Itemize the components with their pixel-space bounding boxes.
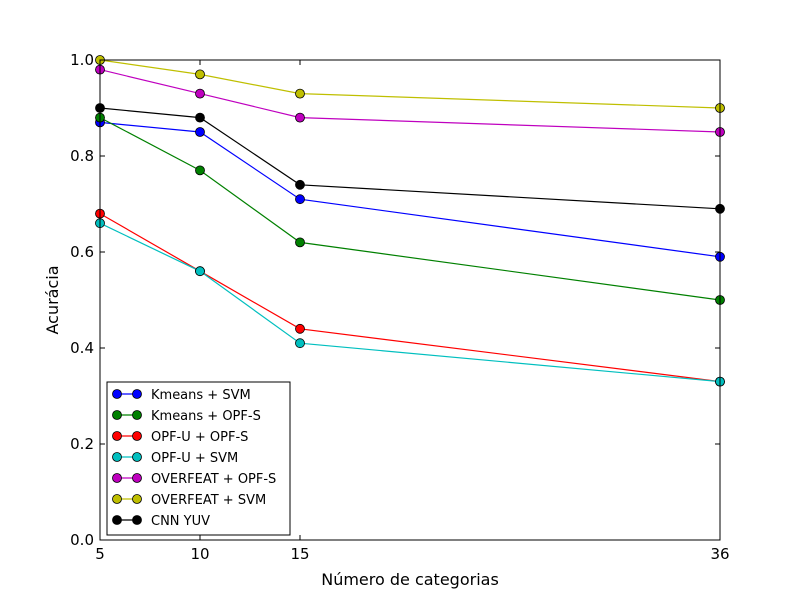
legend-marker <box>132 494 142 504</box>
series-line-3 <box>99 222 721 383</box>
legend-label: Kmeans + OPF-S <box>151 409 261 424</box>
y-tick-label: 1.0 <box>70 51 94 69</box>
data-point-4-2 <box>295 112 305 123</box>
x-axis-label: Número de categorias <box>321 570 499 589</box>
legend-label: OPF-U + SVM <box>151 451 238 466</box>
legend-marker <box>112 431 122 441</box>
legend-marker <box>132 389 142 399</box>
y-tick-label: 0.6 <box>70 243 94 261</box>
data-point-0-2 <box>295 194 305 205</box>
legend-marker <box>132 431 142 441</box>
legend-label: Kmeans + SVM <box>151 388 251 403</box>
legend-marker <box>112 473 122 483</box>
legend: Kmeans + SVM Kmeans + OPF-S OPF-U + OPF-S O… <box>106 381 291 536</box>
legend-marker <box>132 410 142 420</box>
series-line-4 <box>99 69 721 133</box>
legend-label: OVERFEAT + SVM <box>151 493 266 508</box>
legend-marker <box>132 473 142 483</box>
y-tick-label: 0.8 <box>70 147 94 165</box>
data-point-4-1 <box>195 88 205 99</box>
x-tick-label: 36 <box>710 545 729 563</box>
x-tick-label: 15 <box>290 545 309 563</box>
series-line-6 <box>99 107 721 210</box>
legend-marker <box>112 410 122 420</box>
series-line-1 <box>99 117 721 301</box>
data-point-0-1 <box>195 127 205 137</box>
legend-marker <box>132 515 142 525</box>
data-point-6-2 <box>295 179 305 190</box>
legend-label: OPF-U + OPF-S <box>151 430 248 445</box>
data-point-3-1 <box>195 266 205 277</box>
data-point-5-2 <box>295 88 305 99</box>
legend-label: OVERFEAT + OPF-S <box>151 472 276 487</box>
y-tick-label: 0.4 <box>70 339 94 357</box>
legend-marker <box>112 452 122 462</box>
data-point-1-1 <box>195 165 205 176</box>
series-line-0 <box>99 121 721 258</box>
legend-marker <box>112 494 122 504</box>
y-tick-label: 0.0 <box>70 531 94 549</box>
x-tick-label: 5 <box>95 545 105 563</box>
series-line-2 <box>99 213 721 383</box>
legend-marker <box>112 389 122 399</box>
data-point-5-1 <box>195 69 205 80</box>
data-point-2-2 <box>295 323 305 334</box>
legend-label: CNN YUV <box>151 514 210 529</box>
series-line-5 <box>99 59 721 109</box>
plot-area: 5 10 15 36 0.0 0.2 0.4 0.6 0.8 1.0 <box>70 51 729 563</box>
y-axis-label: Acurácia <box>43 265 62 334</box>
y-tick-label: 0.2 <box>70 435 94 453</box>
x-tick-label: 10 <box>190 545 209 563</box>
axes-frame <box>99 59 721 541</box>
legend-marker <box>132 452 142 462</box>
legend-marker <box>112 515 122 525</box>
data-point-1-2 <box>295 237 305 248</box>
data-point-3-2 <box>295 338 305 349</box>
data-point-6-1 <box>195 112 205 123</box>
